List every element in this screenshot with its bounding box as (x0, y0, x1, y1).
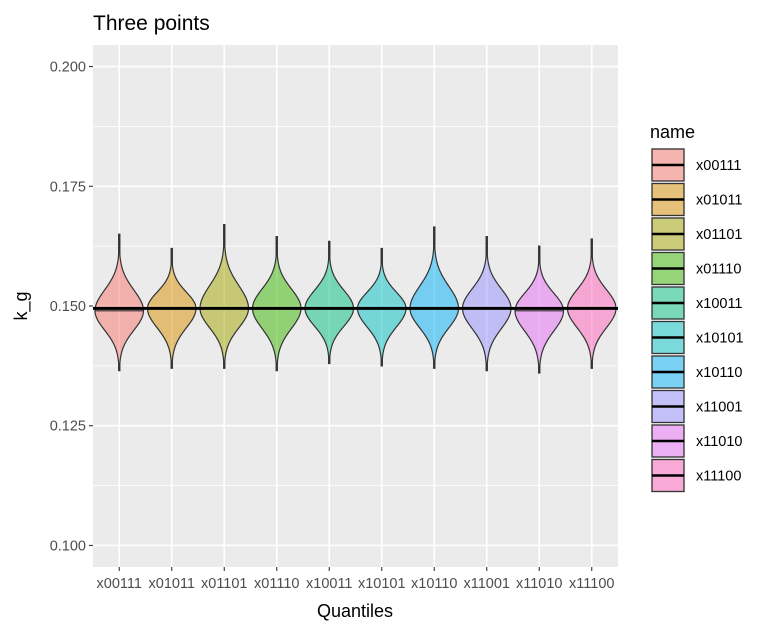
x-tick-label: x10110 (411, 576, 458, 592)
legend-label-x10110: x10110 (696, 365, 743, 381)
legend-label-x11001: x11001 (696, 400, 743, 416)
x-axis-label: Quantiles (317, 601, 393, 621)
violin-x11100 (566, 238, 617, 369)
legend-label-x10011: x10011 (696, 296, 743, 312)
x-tick-label: x11001 (464, 576, 511, 592)
x-tick-label: x01011 (149, 576, 196, 592)
violin-x10011 (304, 240, 355, 365)
violin-x10110 (409, 226, 460, 369)
y-axis: 0.100 0.125 0.150 0.175 0.200 (50, 60, 93, 554)
y-tick-label: 0.125 (50, 419, 86, 435)
x-tick-label: x11100 (569, 576, 614, 592)
x-tick-label: x01110 (254, 576, 299, 592)
legend-label-x11010: x11010 (696, 434, 743, 450)
grid-minor (93, 126, 618, 486)
violin-x01110 (251, 235, 302, 372)
y-tick-label: 0.200 (50, 60, 86, 76)
x-tick-label: x10101 (358, 576, 406, 592)
x-tick-label: x00111 (97, 576, 142, 592)
legend-label-x01101: x01101 (696, 227, 743, 243)
violin-x00111 (94, 233, 145, 372)
x-tick-label: x10011 (306, 576, 353, 592)
legend-label-x11100: x11100 (696, 469, 741, 485)
legend-title: name (650, 122, 695, 142)
x-tick-label: x01101 (201, 576, 248, 592)
chart-title: Three points (93, 12, 210, 35)
legend-label-x01110: x01110 (696, 262, 741, 278)
y-axis-label: k_g (11, 291, 32, 320)
legend-label-x01011: x01011 (696, 193, 743, 209)
x-tick-label: x11010 (516, 576, 563, 592)
legend-label-x10101: x10101 (696, 331, 744, 347)
legend: name x00111 x01011 x01101 x01110 x10011 x1010… (650, 122, 744, 493)
x-axis: x00111 x01011 x01101 x01110 x10011 x10101 x101… (97, 567, 614, 592)
y-tick-label: 0.175 (50, 179, 86, 195)
y-tick-label: 0.100 (50, 538, 86, 554)
violin-x11001 (461, 235, 512, 372)
legend-label-x00111: x00111 (696, 158, 741, 174)
violin-x01101 (199, 223, 250, 369)
y-tick-label: 0.150 (50, 299, 86, 315)
